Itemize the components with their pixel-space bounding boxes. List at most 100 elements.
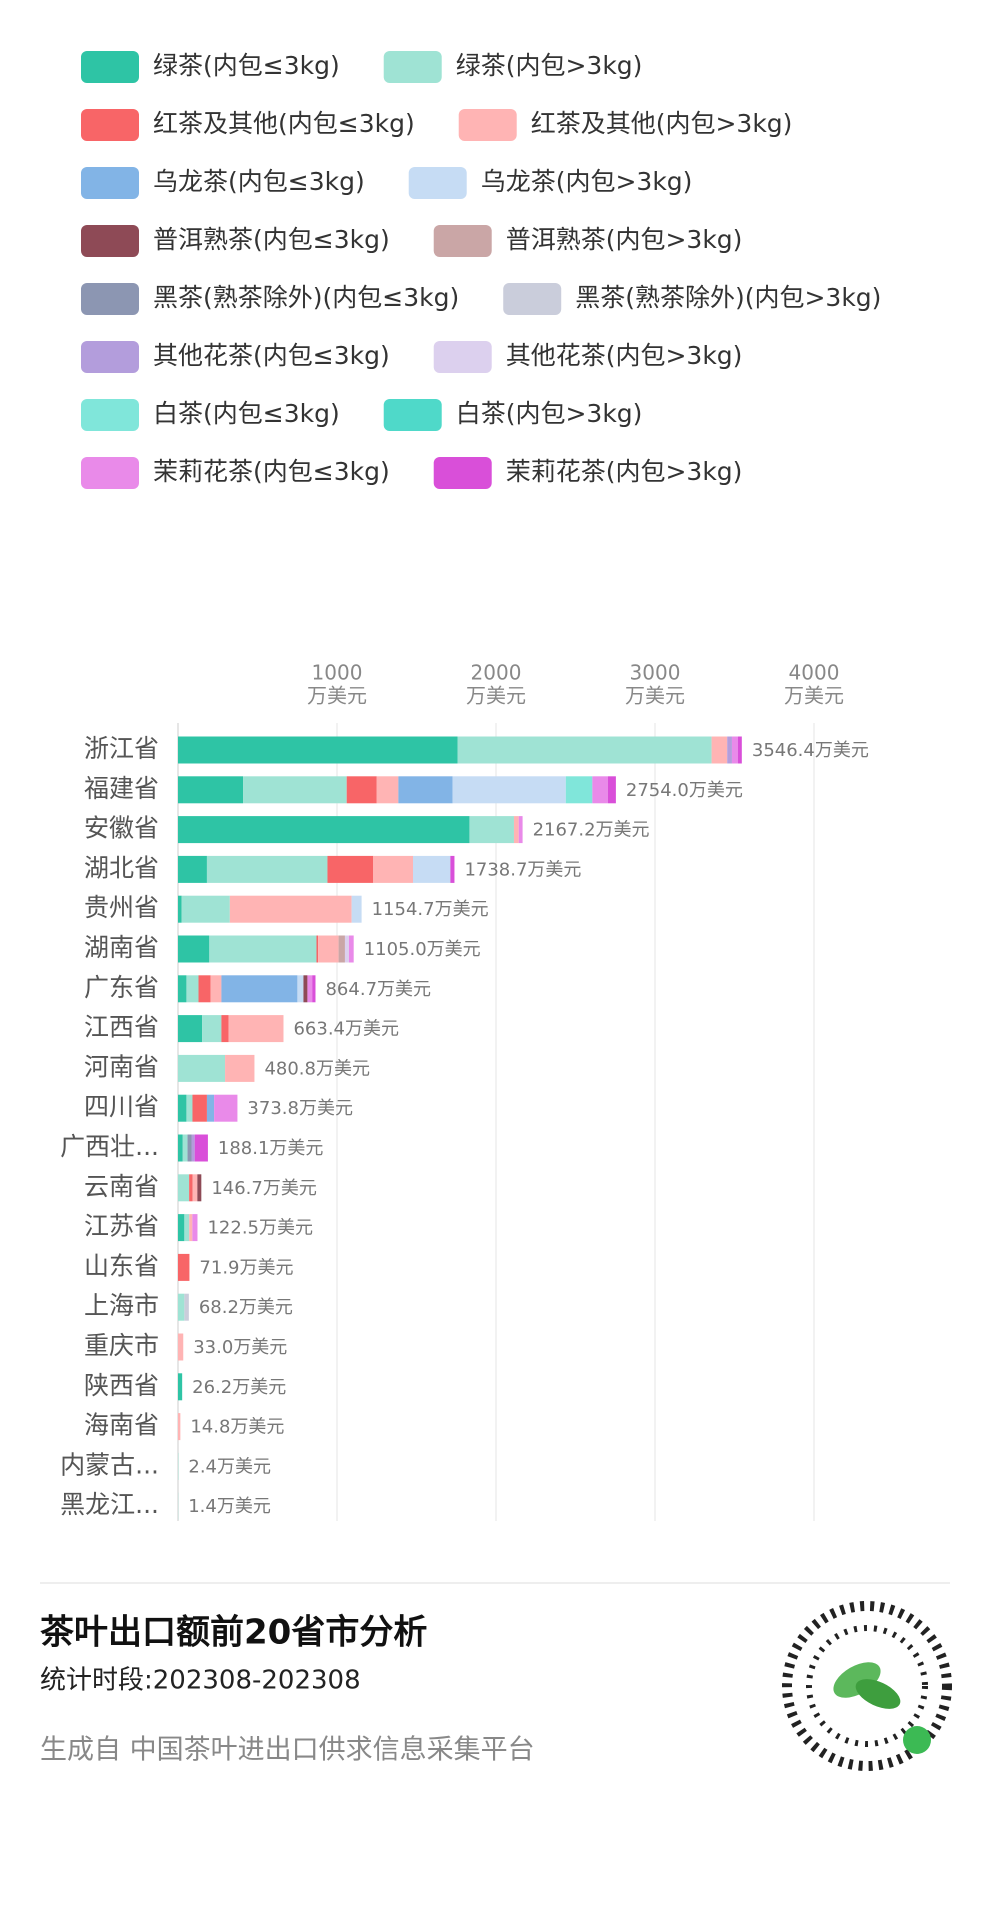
x-tick-unit: 万美元 xyxy=(784,684,844,708)
y-tick-label: 江西省 xyxy=(84,1013,159,1042)
legend-label: 红茶及其他(内包≤3kg) xyxy=(153,109,415,138)
bar-segment xyxy=(607,776,616,804)
y-tick-label: 湖北省 xyxy=(84,853,159,882)
bar-segment xyxy=(178,855,207,883)
bar-segment xyxy=(221,975,298,1003)
legend-swatch xyxy=(433,341,492,373)
bar-segment xyxy=(351,895,362,923)
y-tick-label: 浙江省 xyxy=(84,734,159,763)
legend-swatch xyxy=(81,109,139,141)
legend-label: 普洱熟茶(内包≤3kg) xyxy=(153,225,390,254)
y-tick-label: 陕西省 xyxy=(84,1371,159,1400)
bar-segment xyxy=(214,1094,238,1122)
legend-swatch xyxy=(81,225,139,257)
legend-swatch xyxy=(81,283,139,315)
x-tick-unit: 万美元 xyxy=(307,684,367,708)
total-label: 1105.0万美元 xyxy=(364,939,481,960)
legend-swatch xyxy=(408,167,467,199)
total-label: 71.9万美元 xyxy=(199,1257,293,1278)
bar-segment xyxy=(197,1174,202,1202)
bar-segment xyxy=(221,1015,229,1043)
x-tick-unit: 万美元 xyxy=(466,684,526,708)
bar-segment xyxy=(192,1214,198,1242)
bar-segment xyxy=(206,1094,215,1122)
bar-segment xyxy=(303,975,308,1003)
bar-segment xyxy=(346,776,377,804)
bar-segment xyxy=(178,776,244,804)
bar-segment xyxy=(312,975,316,1003)
total-label: 146.7万美元 xyxy=(211,1178,317,1199)
bar-segment xyxy=(376,776,399,804)
total-label: 122.5万美元 xyxy=(207,1218,313,1239)
x-tick-label: 3000 xyxy=(630,661,681,685)
y-tick-label: 云南省 xyxy=(84,1172,159,1201)
bar-segment xyxy=(210,975,222,1003)
y-tick-label: 上海市 xyxy=(84,1291,159,1320)
y-tick-label: 海南省 xyxy=(84,1411,159,1440)
bar-segment xyxy=(348,935,354,963)
y-tick-label: 江苏省 xyxy=(84,1212,159,1241)
bar-segment xyxy=(178,816,470,844)
bar-segment xyxy=(192,1094,207,1122)
bar-segment xyxy=(178,1094,187,1122)
bar-segment xyxy=(338,935,345,963)
bar-segment xyxy=(373,855,414,883)
bar-segment xyxy=(316,935,319,963)
legend-label: 绿茶(内包>3kg) xyxy=(456,51,643,80)
total-label: 68.2万美元 xyxy=(199,1297,293,1318)
y-tick-label: 湖南省 xyxy=(84,933,159,962)
y-tick-label: 安徽省 xyxy=(84,814,159,843)
bar-segment xyxy=(182,1134,188,1162)
source: 生成自 中国茶叶进出口供求信息采集平台 xyxy=(40,1735,535,1766)
legend-label: 白茶(内包>3kg) xyxy=(456,399,643,428)
bar-segment xyxy=(178,975,187,1003)
bar-segment xyxy=(469,816,514,844)
subtitle: 统计时段:202308-202308 xyxy=(40,1666,361,1696)
chart-title: 茶叶出口额前20省市分析 xyxy=(40,1613,427,1653)
legend-label: 其他花茶(内包≤3kg) xyxy=(153,341,390,370)
bar-segment xyxy=(191,1134,195,1162)
bar-segment xyxy=(178,895,182,923)
bar-segment xyxy=(398,776,453,804)
bar-segment xyxy=(209,935,317,963)
legend-swatch xyxy=(81,341,139,373)
total-label: 663.4万美元 xyxy=(293,1019,399,1040)
bar-segment xyxy=(178,736,458,764)
legend-swatch xyxy=(503,283,562,315)
y-tick-label: 贵州省 xyxy=(84,893,159,922)
bar-segment xyxy=(178,1174,190,1202)
legend-swatch xyxy=(81,167,139,199)
bar-segment xyxy=(737,736,742,764)
bar-segment xyxy=(228,1015,284,1043)
x-tick-unit: 万美元 xyxy=(625,684,685,708)
bar-segment xyxy=(178,1253,190,1281)
total-label: 26.2万美元 xyxy=(192,1377,286,1398)
legend-label: 茉莉花茶(内包>3kg) xyxy=(506,457,743,486)
bar-segment xyxy=(202,1015,222,1043)
bar-segment xyxy=(513,816,519,844)
bar-segment xyxy=(186,975,199,1003)
legend-label: 其他花茶(内包>3kg) xyxy=(506,341,743,370)
bar-segment xyxy=(198,975,211,1003)
bar-segment xyxy=(178,1054,226,1082)
y-tick-label: 福建省 xyxy=(84,774,159,803)
bar-segment xyxy=(457,736,712,764)
total-label: 2.4万美元 xyxy=(188,1456,271,1477)
legend-label: 乌龙茶(内包≤3kg) xyxy=(153,167,365,196)
y-tick-label: 内蒙古... xyxy=(60,1450,159,1479)
x-tick-label: 4000 xyxy=(789,661,840,685)
bar-segment xyxy=(327,855,374,883)
bar-segment xyxy=(178,1333,184,1361)
bar-segment xyxy=(187,1134,192,1162)
y-tick-label: 黑龙江... xyxy=(60,1490,159,1519)
total-label: 373.8万美元 xyxy=(247,1098,353,1119)
legend-label: 茉莉花茶(内包≤3kg) xyxy=(153,457,390,486)
legend-swatch xyxy=(383,399,442,431)
y-tick-label: 重庆市 xyxy=(84,1331,159,1360)
bar-segment xyxy=(178,1293,185,1321)
bar-segment xyxy=(186,1094,193,1122)
total-label: 1154.7万美元 xyxy=(372,899,489,920)
bar-segment xyxy=(189,1214,193,1242)
x-tick-label: 1000 xyxy=(312,661,363,685)
bar-segment xyxy=(206,855,328,883)
